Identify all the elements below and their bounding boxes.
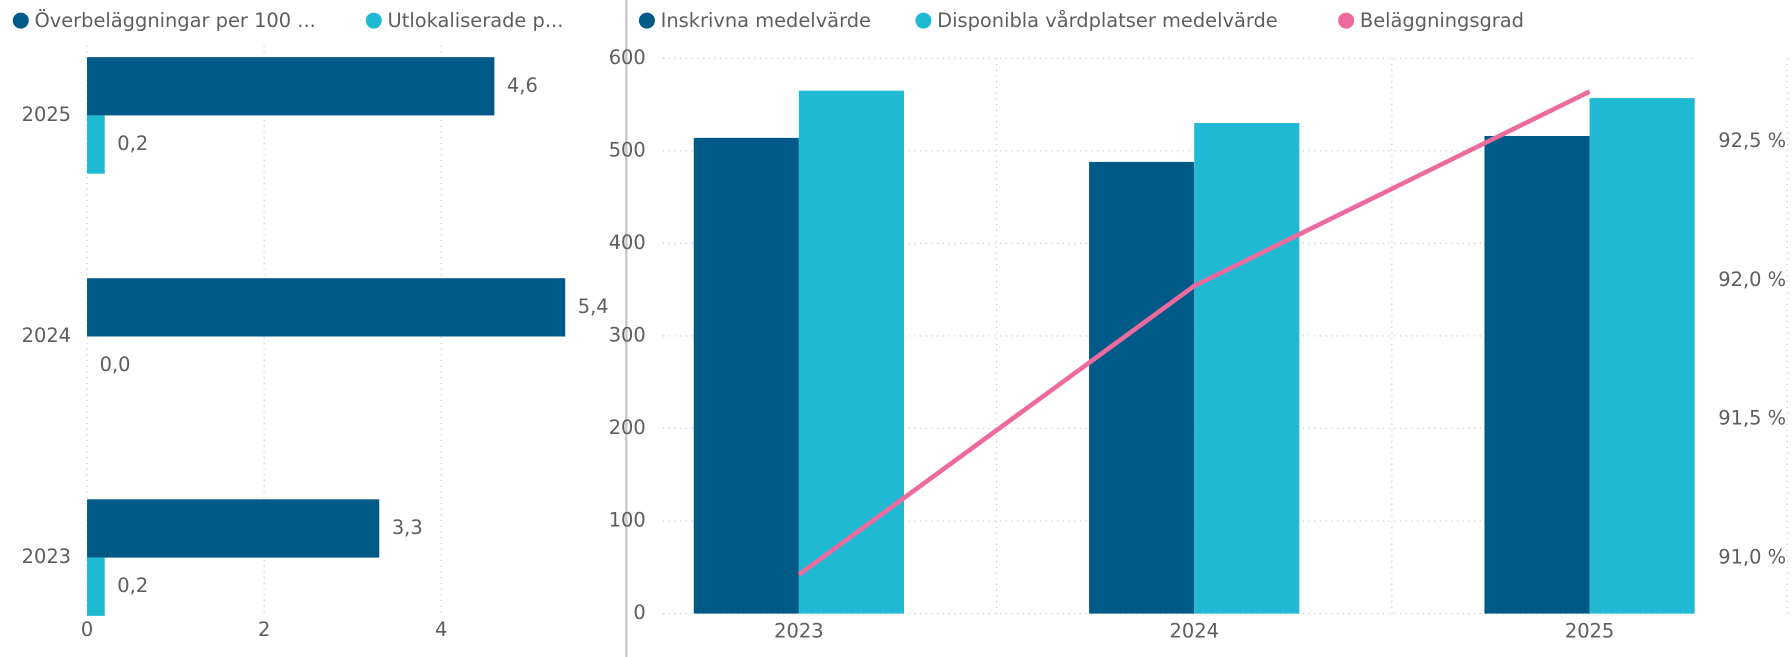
legend-label: Inskrivna medelvärde: [661, 9, 871, 32]
legend-marker: [365, 12, 382, 29]
value-label: 0,2: [117, 574, 148, 597]
bar: [1089, 161, 1195, 614]
y2-tick-label: 92,0 %: [1718, 268, 1786, 291]
y2-tick-label: 91,0 %: [1718, 546, 1786, 569]
x-tick-label: 0: [81, 618, 93, 641]
y-tick-label: 400: [609, 231, 646, 254]
legend-label: Disponibla vårdplatser medelvärde: [937, 9, 1278, 32]
bar: [87, 499, 380, 558]
y-tick-label: 100: [609, 509, 646, 532]
bar: [693, 137, 799, 614]
bar: [798, 90, 904, 614]
value-label: 0,2: [117, 132, 148, 155]
legend-marker: [915, 12, 932, 29]
legend-label: Överbeläggningar per 100 ...: [34, 9, 315, 32]
y-tick-label: 600: [609, 46, 646, 69]
legend-marker: [12, 12, 29, 29]
bar: [87, 115, 105, 174]
legend-label: Beläggningsgrad: [1360, 9, 1524, 32]
bar: [1589, 98, 1695, 614]
y-tick-label: 500: [609, 138, 646, 161]
bar: [1194, 123, 1300, 614]
x-tick-label: 2025: [1565, 619, 1614, 642]
bar: [87, 57, 495, 116]
y-tick-label: 2024: [22, 324, 71, 347]
y-tick-label: 300: [609, 323, 646, 346]
x-tick-label: 4: [435, 618, 447, 641]
x-tick-label: 2023: [774, 619, 823, 642]
y2-tick-label: 91,5 %: [1718, 407, 1786, 430]
y-tick-label: 200: [609, 416, 646, 439]
x-tick-label: 2024: [1170, 619, 1219, 642]
value-label: 5,4: [578, 295, 609, 318]
bar: [1484, 136, 1590, 614]
legend-label: Utlokaliserade p...: [388, 9, 564, 32]
value-label: 0,0: [100, 353, 131, 376]
bar: [87, 278, 566, 337]
legend-marker: [638, 12, 655, 29]
y-tick-label: 2023: [22, 545, 71, 568]
line: [797, 89, 1591, 577]
y-tick-label: 2025: [22, 103, 71, 126]
bar: [87, 557, 105, 616]
y2-tick-label: 92,5 %: [1718, 129, 1786, 152]
x-tick-label: 2: [258, 618, 270, 641]
value-label: 4,6: [507, 74, 538, 97]
legend-marker: [1338, 12, 1355, 29]
y-tick-label: 0: [633, 601, 645, 624]
value-label: 3,3: [392, 516, 423, 539]
